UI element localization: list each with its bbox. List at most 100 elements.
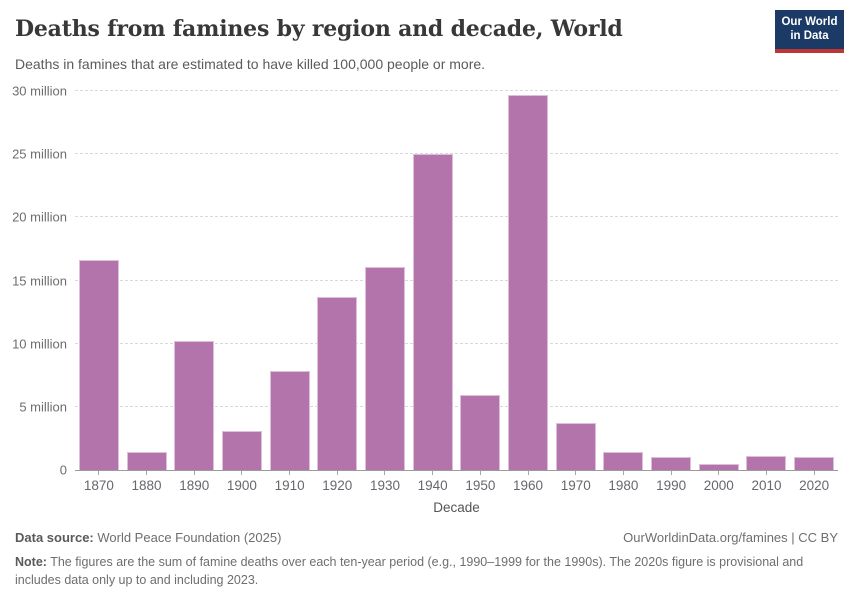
x-tick-cell-1970 [552,471,600,476]
x-axis-labels: 1870 1880 1890 1900 1910 1920 1930 1940 1950 1960… [75,478,838,493]
y-tick-label-10: 10 million [12,336,67,352]
x-tick-label-1930: 1930 [369,478,400,493]
bar-chart: 0 5 million 10 million 15 million 20 million… [0,84,850,515]
data-source-value: World Peace Foundation (2025) [93,530,282,545]
bar-slot-1870 [75,91,123,470]
x-tick-label-2010: 2010 [751,478,782,493]
x-tick-mark-1990 [670,471,672,475]
x-tick-cell-1890 [170,471,218,476]
bar-1920[interactable] [317,296,358,470]
x-tick-cell-1960 [504,471,552,476]
y-tick-label-15: 15 million [12,273,67,288]
bar-slot-1900 [218,91,266,470]
x-tick-label-1970: 1970 [560,478,591,493]
x-tick-label-1890: 1890 [179,478,210,493]
bar-1980[interactable] [603,452,644,470]
x-tick-label-2020: 2020 [799,478,830,493]
gridline-5m [75,405,838,407]
y-tick-label-20: 20 million [12,209,67,225]
bar-slot-1960 [504,91,552,470]
x-tick-mark-1970 [575,471,577,475]
x-tick-mark-1900 [241,471,243,475]
bar-slot-1990 [647,91,695,470]
chart-footer: Data source: World Peace Foundation (202… [15,530,838,589]
x-tick-cell-1980 [600,471,648,476]
gridline-20m [75,216,838,218]
x-tick-mark-2000 [718,471,720,475]
bar-slot-1930 [361,91,409,470]
bar-slot-1940 [409,91,457,470]
x-tick-cell-1870 [75,471,123,476]
page-title: Deaths from famines by region and decade… [15,16,623,42]
bar-1960[interactable] [508,94,549,470]
bar-1950[interactable] [460,395,501,470]
x-tick-cell-1920 [313,471,361,476]
x-tick-cell-1990 [647,471,695,476]
owid-logo-text: Our World in Data [781,15,838,42]
bar-1900[interactable] [221,430,262,470]
x-tick-cell-1910 [266,471,314,476]
bar-1990[interactable] [651,457,692,470]
bar-slot-1890 [170,91,218,470]
bar-slot-1980 [600,91,648,470]
bar-1910[interactable] [269,371,310,470]
x-tick-label-1900: 1900 [226,478,257,493]
x-tick-cell-2010 [743,471,791,476]
bar-slot-1970 [552,91,600,470]
bar-1940[interactable] [412,154,453,470]
data-source-label: Data source: [15,530,94,545]
x-tick-mark-1950 [479,471,481,475]
x-tick-mark-1910 [289,471,291,475]
bar-slot-2020 [790,91,838,470]
bar-slot-1880 [123,91,171,470]
bar-slot-1910 [266,91,314,470]
y-tick-label-5: 5 million [19,399,67,415]
x-tick-label-1990: 1990 [656,478,687,493]
bar-slot-2010 [743,91,791,470]
x-axis-ticks [75,471,838,476]
bar-1890[interactable] [174,341,215,470]
x-tick-mark-1980 [622,471,624,475]
y-tick-label-30: 30 million [12,83,67,99]
bar-1970[interactable] [555,423,596,470]
bar-2010[interactable] [746,456,787,470]
plot-area: 0 5 million 10 million 15 million 20 million… [12,84,838,478]
x-tick-label-1880: 1880 [131,478,162,493]
x-tick-mark-1930 [384,471,386,475]
bars-row [75,91,838,470]
x-axis-title: Decade [433,500,480,515]
x-tick-mark-1880 [146,471,148,475]
x-tick-label-2000: 2000 [703,478,734,493]
y-tick-label-0: 0 [59,462,67,478]
data-source: Data source: World Peace Foundation (202… [15,530,281,545]
x-tick-label-1910: 1910 [274,478,305,493]
bar-1930[interactable] [364,266,405,470]
bar-slot-1950 [457,91,505,470]
x-tick-mark-1940 [432,471,434,475]
bar-slot-2000 [695,91,743,470]
bar-2020[interactable] [794,457,835,470]
gridline-15m [75,279,838,281]
bar-1870[interactable] [78,260,119,470]
chart-subtitle: Deaths in famines that are estimated to … [15,56,486,72]
x-tick-cell-1950 [457,471,505,476]
x-tick-mark-1960 [527,471,529,475]
owid-license-link[interactable]: OurWorldinData.org/famines | CC BY [623,530,838,545]
note-value: The figures are the sum of famine deaths… [15,555,804,588]
bar-1880[interactable] [126,452,167,470]
x-tick-label-1960: 1960 [513,478,544,493]
x-tick-mark-1920 [336,471,338,475]
owid-logo[interactable]: Our World in Data [775,10,844,53]
x-tick-cell-1880 [123,471,171,476]
x-tick-cell-2000 [695,471,743,476]
bar-2000[interactable] [698,463,739,470]
note-label: Note: [15,555,47,569]
x-tick-cell-1900 [218,471,266,476]
gridline-10m [75,342,838,344]
x-tick-cell-1940 [409,471,457,476]
x-tick-label-1870: 1870 [83,478,114,493]
x-tick-mark-2010 [765,471,767,475]
chart-note: Note: The figures are the sum of famine … [15,553,838,589]
x-tick-mark-2020 [813,471,815,475]
x-tick-label-1920: 1920 [322,478,353,493]
